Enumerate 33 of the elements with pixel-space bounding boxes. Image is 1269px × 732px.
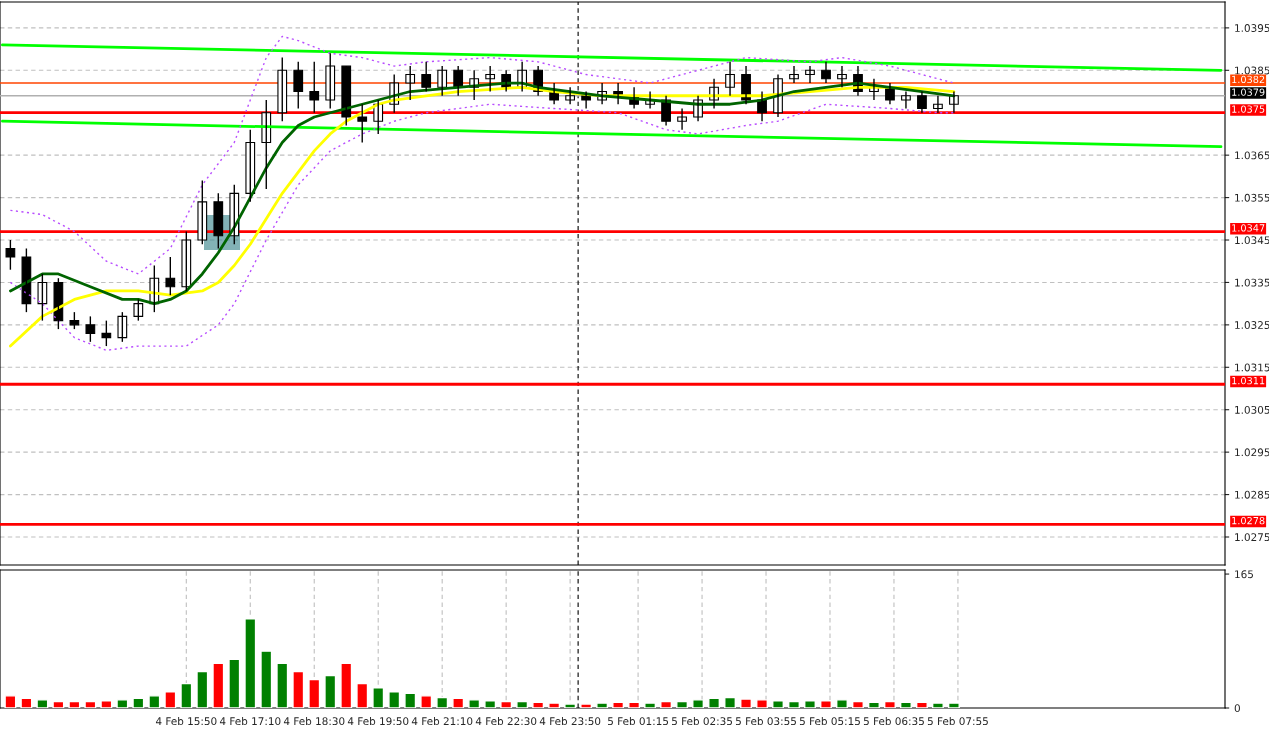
x-tick-label: 4 Feb 15:50 <box>155 717 217 726</box>
x-tick-label: 5 Feb 02:35 <box>672 717 732 726</box>
x-tick-label: 5 Feb 06:35 <box>863 717 924 726</box>
y-tick-label: 1.0285 <box>1235 490 1269 499</box>
x-tick-label: 4 Feb 19:50 <box>347 717 409 726</box>
ref-line-label: 1.0379 <box>1232 88 1265 96</box>
x-tick-label: 5 Feb 03:55 <box>735 717 796 726</box>
y-tick-label: 1.0395 <box>1235 24 1269 32</box>
ref-line-label: 1.0311 <box>1232 376 1265 385</box>
x-tick-label: 4 Feb 22:30 <box>475 717 537 726</box>
x-tick-label: 4 Feb 17:10 <box>219 717 281 726</box>
y-tick-label: 1.0325 <box>1235 321 1269 329</box>
ref-line-label: 1.0375 <box>1232 105 1265 113</box>
ref-line-label: 1.0382 <box>1232 75 1265 84</box>
y-tick-label: 1.0345 <box>1235 236 1269 245</box>
x-tick-label: 5 Feb 07:55 <box>927 717 988 726</box>
y-tick-label: 0 <box>1234 704 1240 713</box>
x-tick-label: 5 Feb 01:15 <box>608 717 669 726</box>
x-tick-label: 4 Feb 23:50 <box>539 717 601 726</box>
x-tick-label: 4 Feb 21:10 <box>411 717 473 726</box>
ref-line-label: 1.0347 <box>1232 224 1265 232</box>
y-tick-label: 1.0305 <box>1235 405 1269 414</box>
y-tick-label: 1.0335 <box>1235 278 1269 287</box>
y-tick-label: 1.0385 <box>1235 66 1269 75</box>
x-tick-label: 4 Feb 18:30 <box>283 717 345 726</box>
y-tick-label: 1.0295 <box>1235 448 1269 457</box>
y-tick-label: 165 <box>1235 570 1253 579</box>
y-tick-label: 1.0275 <box>1235 533 1269 542</box>
y-tick-label: 1.0315 <box>1235 363 1269 372</box>
y-tick-label: 1.0355 <box>1235 193 1269 202</box>
x-tick-label: 5 Feb 05:15 <box>799 717 860 726</box>
ref-line-label: 1.0278 <box>1232 516 1265 525</box>
y-tick-label: 1.0365 <box>1235 151 1269 160</box>
